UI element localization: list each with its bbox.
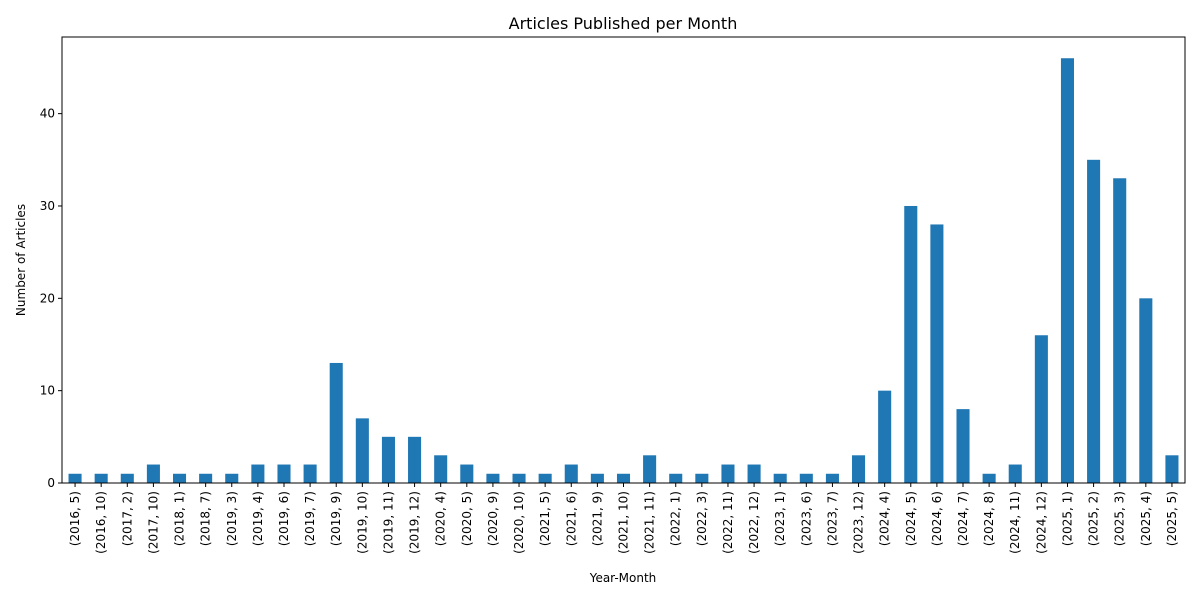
x-ticks-group: (2016, 5) (2016, 10) (2017, 2) (2017, 10) (2… — [68, 483, 1179, 554]
bar — [120, 473, 134, 483]
x-tick-label: (2022, 12) — [747, 491, 761, 554]
x-tick-label: (2022, 1) — [669, 491, 683, 546]
x-tick-label: (2022, 11) — [721, 491, 735, 554]
x-tick-label: (2019, 7) — [303, 491, 317, 546]
x-tick-label: (2022, 3) — [695, 491, 709, 546]
x-tick-label: (2020, 9) — [486, 491, 500, 546]
x-tick-label: (2019, 12) — [408, 491, 422, 554]
x-tick-label: (2021, 9) — [590, 491, 604, 546]
x-tick-label: (2019, 10) — [355, 491, 369, 554]
bar — [956, 409, 970, 483]
x-tick-label: (2019, 11) — [381, 491, 395, 554]
y-tick-label: 10 — [40, 384, 55, 398]
bar — [852, 455, 866, 483]
bar — [616, 473, 631, 483]
x-tick-label: (2020, 5) — [460, 491, 474, 546]
bar — [904, 205, 918, 483]
bar — [146, 464, 160, 483]
x-tick-label: (2024, 11) — [1008, 491, 1022, 554]
x-tick-label: (2025, 3) — [1113, 491, 1127, 546]
x-tick-label: (2017, 10) — [146, 491, 160, 554]
bar — [277, 464, 291, 483]
bar — [564, 464, 578, 483]
x-tick-label: (2019, 9) — [329, 491, 343, 546]
bar — [68, 473, 82, 483]
x-tick-label: (2016, 5) — [68, 491, 82, 546]
y-tick-label: 40 — [40, 107, 55, 121]
x-tick-label: (2024, 5) — [904, 491, 918, 546]
x-tick-label: (2021, 5) — [538, 491, 552, 546]
bar — [251, 464, 265, 483]
bar — [1008, 464, 1022, 483]
x-tick-label: (2021, 11) — [643, 491, 657, 554]
bar — [747, 464, 761, 483]
bar — [512, 473, 526, 483]
bar — [538, 473, 552, 483]
bar — [982, 473, 996, 483]
bars-group — [68, 58, 1179, 484]
bar — [1060, 58, 1075, 483]
bar — [1165, 455, 1179, 483]
x-tick-label: (2023, 6) — [799, 491, 813, 546]
bar — [381, 436, 395, 483]
bar — [669, 473, 683, 483]
x-tick-label: (2023, 12) — [852, 491, 866, 554]
bar — [643, 455, 657, 483]
bar — [825, 473, 839, 483]
bar — [460, 464, 474, 483]
x-axis-title: Year-Month — [589, 571, 657, 585]
bar — [1087, 159, 1101, 484]
y-tick-label: 20 — [40, 291, 55, 305]
y-ticks-group: 0 10 20 30 40 — [40, 107, 62, 490]
x-tick-label: (2025, 1) — [1060, 491, 1074, 546]
bar — [590, 473, 604, 483]
x-tick-label: (2017, 2) — [120, 491, 134, 546]
bar — [303, 464, 317, 483]
x-tick-label: (2025, 5) — [1165, 491, 1179, 546]
x-tick-label: (2019, 3) — [225, 491, 239, 546]
x-tick-label: (2020, 4) — [434, 491, 448, 546]
plot-frame — [61, 36, 1186, 484]
x-tick-label: (2019, 4) — [251, 491, 265, 546]
bar — [199, 473, 213, 483]
x-tick-label: (2019, 6) — [277, 491, 291, 546]
x-tick-label: (2025, 4) — [1139, 491, 1153, 546]
x-tick-label: (2023, 1) — [773, 491, 787, 546]
x-tick-label: (2025, 2) — [1087, 491, 1101, 546]
y-axis-title: Number of Articles — [14, 204, 28, 316]
x-tick-label: (2018, 1) — [173, 491, 187, 546]
x-tick-label: (2023, 7) — [825, 491, 839, 546]
bar — [355, 418, 369, 483]
bar — [172, 473, 187, 483]
bar — [434, 455, 448, 483]
x-tick-label: (2024, 12) — [1034, 491, 1048, 554]
bar — [1113, 178, 1127, 483]
bar — [486, 473, 500, 483]
x-tick-label: (2020, 10) — [512, 491, 526, 554]
x-tick-label: (2024, 7) — [956, 491, 970, 546]
y-tick-label: 0 — [47, 476, 55, 490]
x-tick-label: (2024, 4) — [878, 491, 892, 546]
bar — [225, 473, 239, 483]
bar — [721, 464, 735, 483]
bar — [329, 362, 343, 483]
x-tick-label: (2018, 7) — [199, 491, 213, 546]
bar — [1034, 335, 1048, 483]
bar — [799, 473, 813, 483]
x-tick-label: (2024, 8) — [982, 491, 996, 546]
chart-title: Articles Published per Month — [509, 14, 738, 33]
bar — [878, 390, 892, 483]
bar — [930, 224, 944, 483]
bar — [408, 436, 422, 483]
x-tick-label: (2016, 10) — [94, 491, 108, 554]
bar — [1139, 298, 1153, 483]
x-tick-label: (2021, 6) — [564, 491, 578, 546]
bar — [773, 473, 787, 483]
bar — [695, 473, 709, 483]
y-tick-label: 30 — [40, 199, 55, 213]
x-tick-label: (2024, 6) — [930, 491, 944, 546]
x-tick-label: (2021, 10) — [617, 491, 631, 554]
bar — [94, 473, 108, 483]
